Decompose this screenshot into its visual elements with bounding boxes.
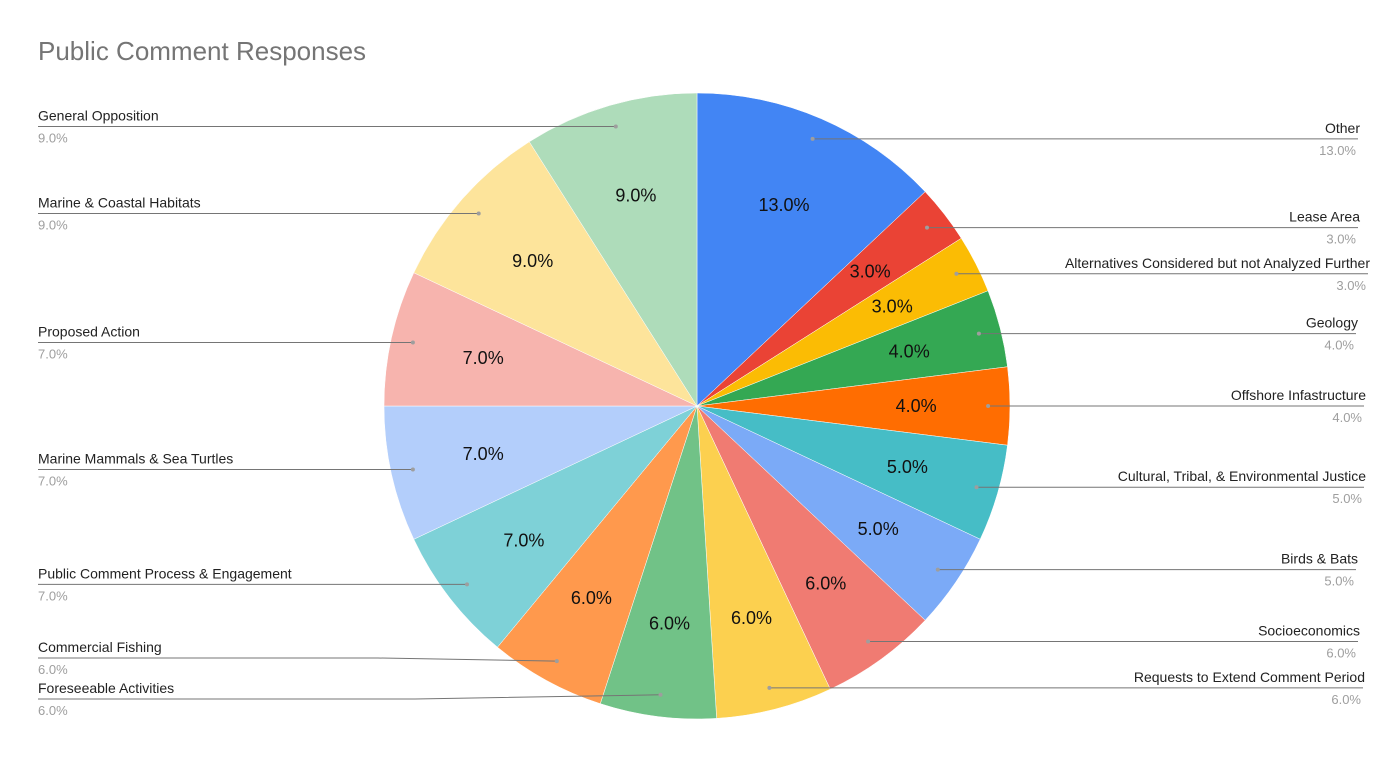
category-percent: 9.0% [38, 218, 68, 233]
category-label: Requests to Extend Comment Period [1134, 669, 1365, 685]
leader-dot [465, 582, 469, 587]
pie-slice-12 [383, 405, 698, 540]
category-label: Socioeconomics [1258, 623, 1360, 639]
leader-line [38, 657, 557, 662]
slice-percent-label: 4.0% [896, 396, 937, 416]
leader-dot [954, 271, 959, 276]
leader-dot [986, 404, 991, 408]
category-percent: 5.0% [1324, 574, 1354, 589]
pie-slice-8 [696, 405, 831, 719]
category-percent: 7.0% [38, 347, 68, 362]
category-percent: 13.0% [1319, 143, 1356, 158]
slice-percent-label: 13.0% [758, 195, 809, 215]
chart-title: Public Comment Responses [38, 36, 367, 66]
slice-percent-label: 6.0% [649, 613, 690, 633]
leader-dot [810, 136, 815, 141]
category-label: Cultural, Tribal, & Environmental Justic… [1118, 468, 1366, 484]
category-label: Foreseeable Activities [38, 680, 174, 696]
slice-percent-label: 7.0% [463, 444, 504, 464]
slice-percent-label: 9.0% [512, 251, 553, 271]
slice-percent-label: 6.0% [805, 573, 846, 593]
leader-dot [974, 485, 979, 490]
category-percent: 9.0% [38, 131, 68, 146]
category-percent: 7.0% [38, 588, 68, 603]
category-label: Lease Area [1289, 209, 1360, 225]
category-label: Public Comment Process & Engagement [38, 565, 292, 581]
pie-slice-15 [528, 92, 698, 407]
category-percent: 3.0% [1326, 232, 1356, 247]
leader-dot [476, 211, 481, 216]
leader-dot [935, 567, 940, 572]
category-label: Alternatives Considered but not Analyzed… [1065, 255, 1370, 271]
pie-slice-10 [497, 405, 698, 704]
leader-dot [976, 331, 981, 336]
category-percent: 4.0% [1324, 338, 1354, 353]
category-label: Geology [1306, 315, 1358, 331]
slice-percent-label: 9.0% [615, 186, 656, 206]
category-percent: 6.0% [38, 662, 68, 677]
slice-percent-label: 7.0% [463, 348, 504, 368]
leader-dot [410, 467, 415, 472]
category-label: General Opposition [38, 108, 159, 124]
category-label: Marine Mammals & Sea Turtles [38, 451, 233, 467]
slice-percent-label: 6.0% [571, 588, 612, 608]
pie-slice-9 [599, 405, 717, 720]
pie-slice-13 [383, 272, 698, 407]
leader-dot [866, 639, 871, 644]
category-label: Commercial Fishing [38, 639, 162, 655]
pie-slice-0 [696, 92, 926, 407]
slice-percent-label: 4.0% [889, 342, 930, 362]
category-percent: 7.0% [38, 474, 68, 489]
slice-percent-label: 3.0% [850, 262, 891, 282]
category-label: Birds & Bats [1281, 551, 1358, 567]
leader-dot [658, 692, 663, 697]
category-percent: 3.0% [1336, 278, 1366, 293]
pie-slice-11 [413, 405, 698, 648]
leader-dot [410, 340, 415, 345]
pie-slice-14 [413, 141, 698, 407]
category-percent: 6.0% [1331, 692, 1361, 707]
leader-dot [554, 659, 559, 664]
slice-percent-label: 5.0% [887, 457, 928, 477]
category-percent: 5.0% [1332, 491, 1362, 506]
category-percent: 6.0% [38, 703, 68, 718]
slice-percent-label: 6.0% [731, 608, 772, 628]
leader-dot [925, 225, 929, 230]
pie-slices [383, 92, 1011, 720]
category-label: Other [1325, 120, 1360, 136]
category-percent: 4.0% [1332, 410, 1362, 425]
leader-line [38, 694, 661, 700]
pie-labels: 13.0% Other 13.0% 3.0% Lease Area 3.0% 3.0% Alt… [38, 108, 1370, 718]
category-percent: 6.0% [1326, 646, 1356, 661]
slice-percent-label: 7.0% [503, 530, 544, 550]
slice-percent-label: 5.0% [858, 519, 899, 539]
category-label: Offshore Infastructure [1231, 387, 1366, 403]
category-label: Proposed Action [38, 324, 140, 340]
category-label: Marine & Coastal Habitats [38, 195, 201, 211]
slice-percent-label: 3.0% [872, 297, 913, 317]
leader-dot [613, 124, 618, 129]
leader-dot [767, 685, 772, 690]
